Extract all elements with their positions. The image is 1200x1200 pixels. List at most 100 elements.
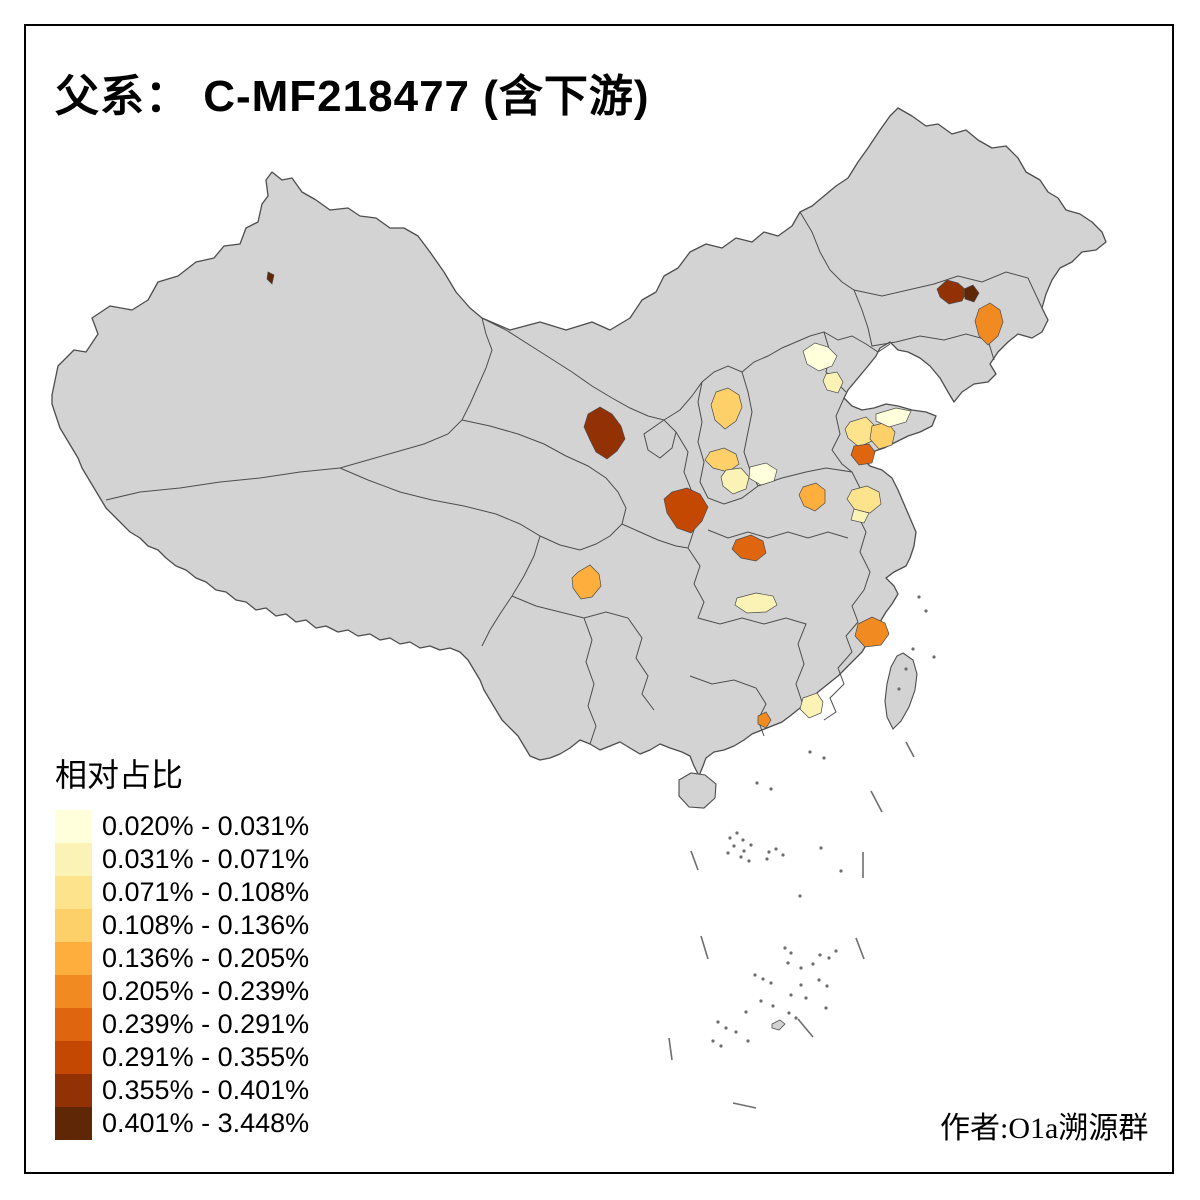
- legend-row-10: 0.401% - 3.448%: [55, 1107, 309, 1140]
- small-gray-islet: [771, 1019, 786, 1031]
- map-region-19: [850, 443, 876, 466]
- dash-segment: [700, 935, 709, 960]
- hainan-island: [678, 772, 717, 809]
- island-dot: [728, 836, 732, 840]
- island-dot: [771, 1004, 775, 1008]
- legend-row-4: 0.108% - 0.136%: [55, 909, 309, 942]
- island-dot: [724, 1026, 728, 1030]
- legend-swatch-5: [55, 942, 92, 975]
- mainland-outline: [51, 107, 1107, 777]
- legend-row-5: 0.136% - 0.205%: [55, 942, 309, 975]
- legend-label-1: 0.020% - 0.031%: [102, 811, 310, 841]
- map-region-1: [266, 271, 275, 285]
- island-dot: [789, 951, 793, 955]
- dash-segment: [668, 1037, 673, 1061]
- map-region-25: [757, 711, 772, 729]
- legend-swatch-8: [55, 1041, 92, 1074]
- island-dot: [734, 1030, 738, 1034]
- map-region-6: [802, 342, 838, 372]
- legend-label-5: 0.136% - 0.205%: [102, 943, 310, 973]
- map-region-23: [854, 616, 890, 648]
- legend-row-6: 0.205% - 0.239%: [55, 975, 309, 1008]
- legend-row-9: 0.355% - 0.401%: [55, 1074, 309, 1107]
- island-dot: [839, 869, 843, 873]
- island-dot: [747, 859, 751, 863]
- map-region-11: [748, 462, 778, 486]
- island-dot: [742, 849, 746, 853]
- legend-swatch-4: [55, 909, 92, 942]
- legend-swatch-2: [55, 843, 92, 876]
- province-border-line: [799, 211, 1043, 309]
- island-dot: [819, 846, 823, 850]
- dash-segment: [797, 1018, 814, 1038]
- map-region-15: [850, 508, 870, 524]
- legend-swatch-3: [55, 876, 92, 909]
- legend: 相对占比 0.020% - 0.031% 0.031% - 0.071% 0.071…: [55, 750, 309, 1140]
- legend-row-7: 0.239% - 0.291%: [55, 1008, 309, 1041]
- province-border-line: [687, 547, 807, 703]
- island-dot: [732, 844, 736, 848]
- island-dot: [759, 999, 763, 1003]
- island-dot: [769, 787, 773, 791]
- island-dot: [716, 1020, 720, 1024]
- map-region-9: [704, 447, 740, 473]
- island-dot: [787, 1011, 791, 1015]
- island-dot: [804, 996, 808, 1000]
- map-region-10: [720, 467, 750, 495]
- island-dot: [774, 847, 778, 851]
- plot-frame: [24, 24, 1174, 1174]
- island-dot: [767, 850, 771, 854]
- legend-swatch-7: [55, 1008, 92, 1041]
- dash-segment: [690, 850, 699, 871]
- island-dot: [711, 1039, 715, 1043]
- map-region-14: [846, 485, 882, 514]
- colored-regions: [266, 271, 1004, 729]
- island-dot: [786, 961, 790, 965]
- province-border-line: [105, 317, 493, 501]
- island-dot: [735, 831, 739, 835]
- island-dot: [798, 894, 802, 898]
- province-border-line: [583, 617, 597, 745]
- legend-label-3: 0.071% - 0.108%: [102, 877, 310, 907]
- island-dot: [904, 667, 908, 671]
- legend-row-1: 0.020% - 0.031%: [55, 810, 309, 843]
- island-dot: [817, 978, 821, 982]
- island-dot: [726, 851, 730, 855]
- island-dot: [924, 609, 928, 613]
- island-dot: [749, 843, 753, 847]
- map-region-22: [571, 564, 602, 600]
- dash-segment: [870, 790, 883, 813]
- map-region-4: [963, 284, 980, 303]
- island-dot: [789, 993, 793, 997]
- island-dot: [744, 1010, 748, 1014]
- province-border-line: [831, 397, 853, 473]
- island-dot: [917, 595, 921, 599]
- map-region-20: [731, 534, 767, 562]
- legend-label-7: 0.239% - 0.291%: [102, 1009, 310, 1039]
- province-border-line: [697, 381, 759, 505]
- island-dot: [794, 1016, 798, 1020]
- legend-label-4: 0.108% - 0.136%: [102, 910, 310, 940]
- small-island-dots: [711, 595, 936, 1048]
- island-dot: [808, 750, 812, 754]
- province-border-line: [823, 589, 865, 721]
- legend-row-2: 0.031% - 0.071%: [55, 843, 309, 876]
- province-border-line: [481, 317, 891, 421]
- island-dot: [746, 1039, 750, 1043]
- province-border-line: [339, 467, 541, 647]
- legend-label-10: 0.401% - 3.448%: [102, 1108, 310, 1138]
- island-dot: [822, 756, 826, 760]
- island-dot: [739, 855, 743, 859]
- map-region-2: [583, 406, 626, 460]
- map-region-12: [663, 487, 709, 534]
- legend-swatch-10: [55, 1107, 92, 1140]
- island-dot: [897, 687, 901, 691]
- island-dot: [811, 962, 815, 966]
- island-dot: [781, 853, 785, 857]
- sea-boundary-dashes: [668, 741, 915, 1109]
- legend-swatch-1: [55, 810, 92, 843]
- island-dot: [719, 1044, 723, 1048]
- legend-swatch-6: [55, 975, 92, 1008]
